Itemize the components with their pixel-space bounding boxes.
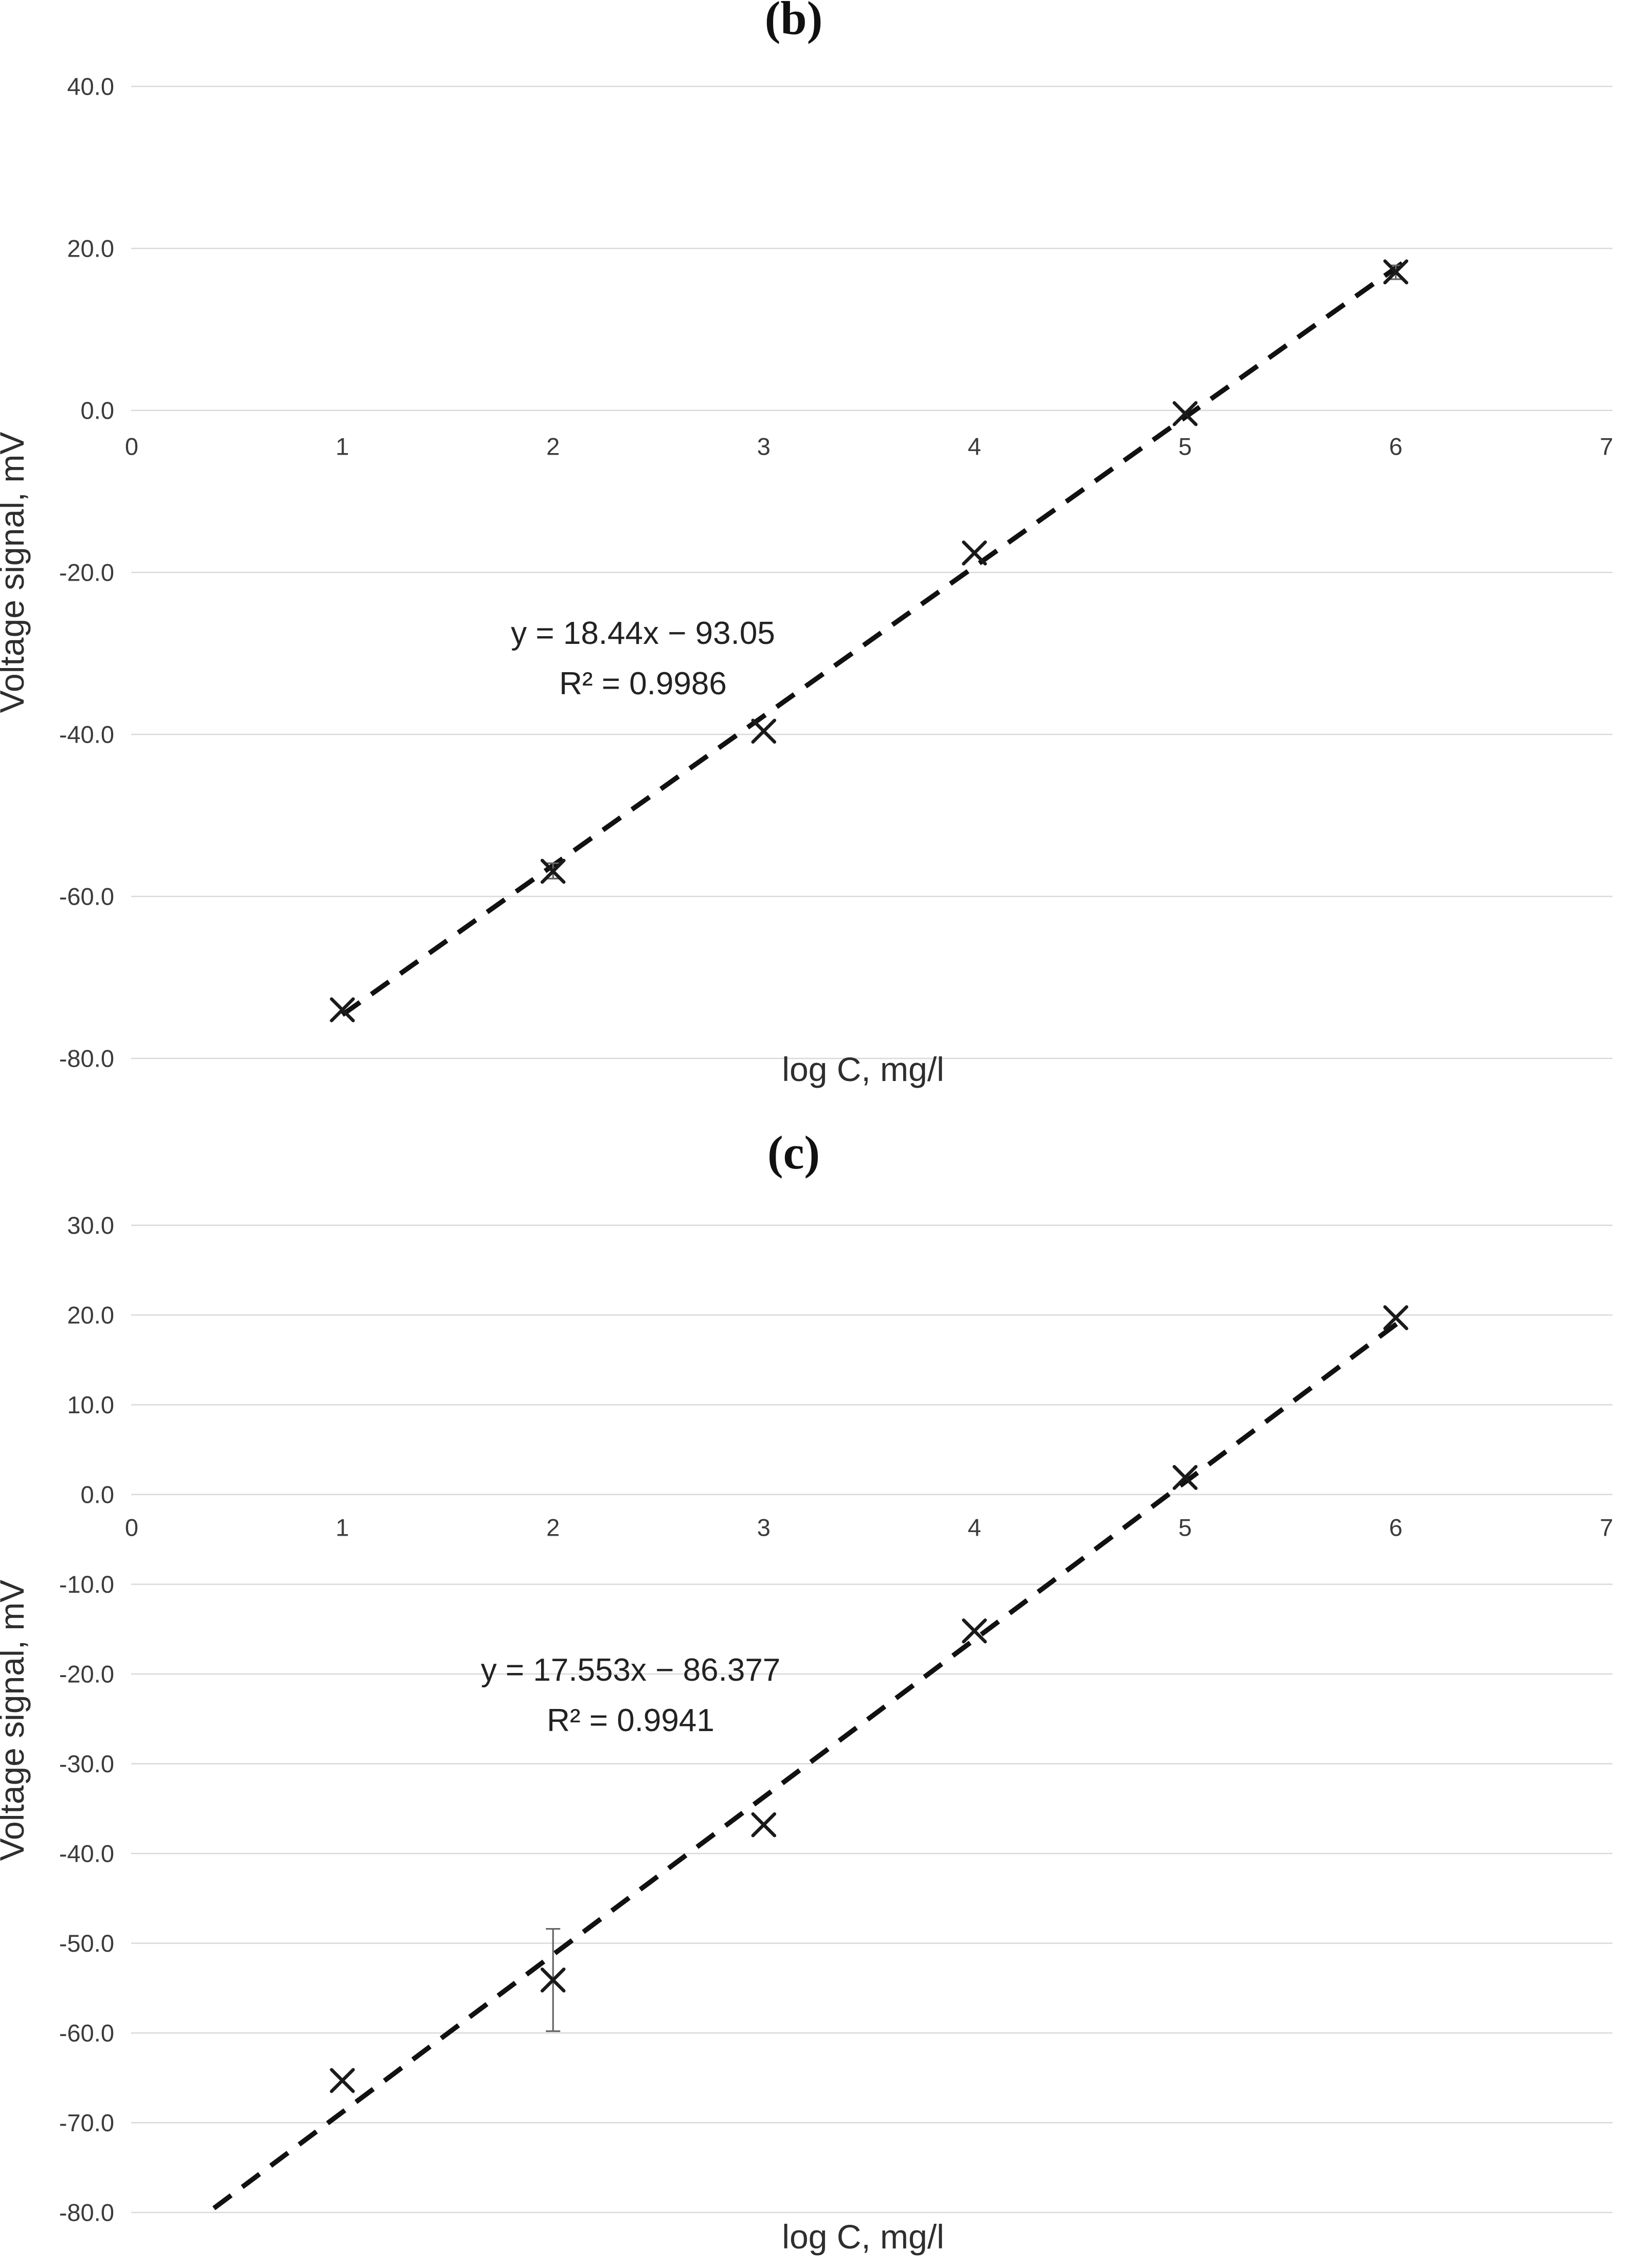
x-tick-label: 5 bbox=[1178, 433, 1192, 460]
y-tick-labels-b: 40.0 20.0 0.0 -20.0 -40.0 -60.0 -80.0 bbox=[59, 73, 114, 1072]
chart-b-canvas: 40.0 20.0 0.0 -20.0 -40.0 -60.0 -80.0 0 1 2 3 4 5 6 7… bbox=[0, 0, 1613, 1088]
x-tick-label: 7 bbox=[1600, 1514, 1613, 1541]
data-point-marker bbox=[962, 1618, 987, 1644]
y-tick-label: 20.0 bbox=[67, 1302, 114, 1329]
y-tick-label: 0.0 bbox=[81, 397, 114, 424]
marker-stroke bbox=[1172, 1465, 1198, 1490]
y-tick-label: -80.0 bbox=[59, 1045, 114, 1072]
x-tick-labels-b: 0 1 2 3 4 5 6 7 bbox=[125, 433, 1613, 460]
marker-stroke bbox=[1383, 1305, 1408, 1330]
y-tick-label: -10.0 bbox=[59, 1571, 114, 1598]
y-tick-label: -40.0 bbox=[59, 721, 114, 748]
x-tick-label: 0 bbox=[125, 1514, 138, 1541]
y-tick-label: 30.0 bbox=[67, 1212, 114, 1239]
x-tick-labels-c: 0 1 2 3 4 5 6 7 bbox=[125, 1514, 1613, 1541]
y-axis-title-b: Voltage signal, mV bbox=[0, 432, 31, 713]
y-tick-label: -50.0 bbox=[59, 1930, 114, 1957]
x-tick-label: 7 bbox=[1600, 433, 1613, 460]
y-tick-label: -60.0 bbox=[59, 883, 114, 910]
data-point-marker bbox=[1172, 401, 1198, 426]
marker-stroke bbox=[540, 858, 566, 884]
x-tick-label: 5 bbox=[1178, 1514, 1192, 1541]
data-point-marker bbox=[330, 2068, 355, 2093]
x-tick-label: 6 bbox=[1389, 433, 1403, 460]
marker-stroke bbox=[1172, 401, 1198, 426]
trendline-equation-b: y = 18.44x − 93.05 bbox=[511, 616, 775, 651]
y-tick-label: -70.0 bbox=[59, 2109, 114, 2136]
data-point-marker bbox=[751, 718, 777, 744]
r-squared-label-c: R² = 0.9941 bbox=[547, 1703, 714, 1738]
x-axis-title-b: log C, mg/l bbox=[782, 1050, 944, 1088]
trendline-layer-b bbox=[341, 258, 1408, 1017]
marker-stroke bbox=[540, 1967, 566, 1993]
y-tick-label: -40.0 bbox=[59, 1840, 114, 1867]
data-point-marker bbox=[540, 858, 566, 884]
gridlines-b bbox=[131, 85, 1613, 1059]
y-tick-label: 40.0 bbox=[67, 73, 114, 100]
chart-panel-b: 40.0 20.0 0.0 -20.0 -40.0 -60.0 -80.0 0 1 2 3 4 5 6 7… bbox=[0, 0, 1629, 1131]
x-tick-label: 0 bbox=[125, 433, 138, 460]
chart-c-canvas: 30.0 20.0 10.0 0.0 -10.0 -20.0 -30.0 -40.0 -50.0… bbox=[0, 1131, 1613, 2256]
marker-stroke bbox=[330, 2068, 355, 2093]
y-tick-label: -80.0 bbox=[59, 2199, 114, 2226]
y-tick-label: -30.0 bbox=[59, 1750, 114, 1777]
trendline-equation-c: y = 17.553x − 86.377 bbox=[481, 1652, 781, 1688]
x-tick-label: 4 bbox=[968, 433, 981, 460]
y-tick-labels-c: 30.0 20.0 10.0 0.0 -10.0 -20.0 -30.0 -40.0 -50.0… bbox=[59, 1212, 114, 2226]
panel-label-c: (c) bbox=[767, 1131, 820, 1179]
x-tick-label: 1 bbox=[336, 1514, 349, 1541]
marker-stroke bbox=[962, 1618, 987, 1644]
y-tick-label: -20.0 bbox=[59, 1661, 114, 1688]
data-point-marker bbox=[1172, 1465, 1198, 1490]
x-tick-label: 3 bbox=[757, 433, 771, 460]
data-point-marker bbox=[962, 540, 987, 566]
y-tick-label: 10.0 bbox=[67, 1391, 114, 1418]
data-point-marker bbox=[751, 1812, 777, 1838]
y-tick-label: -60.0 bbox=[59, 2020, 114, 2047]
x-tick-label: 2 bbox=[546, 1514, 560, 1541]
y-tick-label: -20.0 bbox=[59, 559, 114, 586]
data-point-marker bbox=[1383, 259, 1408, 284]
r-squared-label-b: R² = 0.9986 bbox=[559, 666, 727, 701]
marker-stroke bbox=[962, 540, 987, 566]
y-tick-label: 0.0 bbox=[81, 1481, 114, 1508]
marker-stroke bbox=[330, 997, 355, 1022]
data-points-b bbox=[330, 259, 1408, 1022]
y-axis-title-c: Voltage signal, mV bbox=[0, 1580, 31, 1861]
panel-label-b: (b) bbox=[765, 0, 822, 44]
trendline bbox=[341, 258, 1408, 1017]
data-point-marker bbox=[1383, 1305, 1408, 1330]
x-tick-label: 3 bbox=[757, 1514, 771, 1541]
x-tick-label: 1 bbox=[336, 433, 349, 460]
marker-stroke bbox=[751, 718, 777, 744]
y-tick-label: 20.0 bbox=[67, 235, 114, 262]
data-points-c bbox=[330, 1305, 1408, 2093]
marker-stroke bbox=[1383, 259, 1408, 284]
data-point-marker bbox=[330, 997, 355, 1022]
chart-panel-c: 30.0 20.0 10.0 0.0 -10.0 -20.0 -30.0 -40.0 -50.0… bbox=[0, 1131, 1629, 2268]
marker-stroke bbox=[751, 1812, 777, 1838]
data-point-marker bbox=[540, 1967, 566, 1993]
x-tick-label: 2 bbox=[546, 433, 560, 460]
x-tick-label: 4 bbox=[968, 1514, 981, 1541]
x-axis-title-c: log C, mg/l bbox=[782, 2218, 944, 2256]
x-tick-label: 6 bbox=[1389, 1514, 1403, 1541]
gridlines-c bbox=[131, 1225, 1613, 2213]
